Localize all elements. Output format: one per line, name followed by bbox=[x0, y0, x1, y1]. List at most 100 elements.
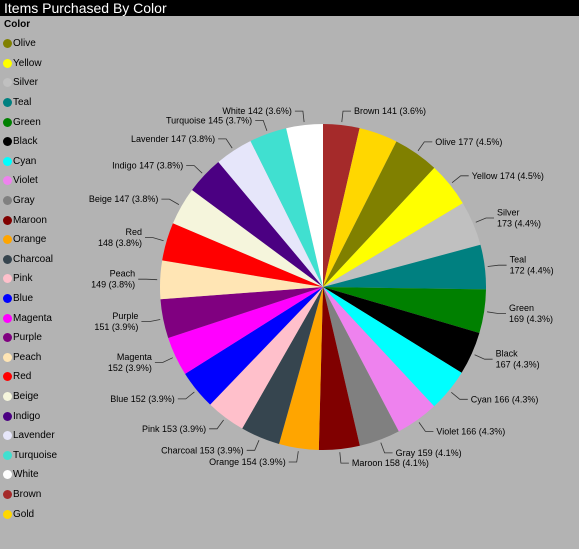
pie-slice-brown[interactable] bbox=[323, 124, 360, 287]
legend-item-red[interactable]: Red bbox=[3, 367, 57, 387]
legend-label: Orange bbox=[13, 234, 47, 246]
pie-slice-gold[interactable] bbox=[323, 128, 397, 287]
legend-swatch bbox=[3, 431, 12, 441]
leader-line bbox=[154, 357, 173, 363]
pie-slice-charcoal[interactable] bbox=[242, 287, 323, 444]
legend-label: Beige bbox=[13, 390, 39, 402]
leader-line bbox=[475, 217, 494, 223]
legend-swatch bbox=[3, 235, 12, 245]
pie-slice-yellow[interactable] bbox=[323, 167, 463, 287]
pie-slice-blue[interactable] bbox=[185, 287, 323, 405]
legend-item-peach[interactable]: Peach bbox=[3, 348, 57, 368]
legend-item-magenta[interactable]: Magenta bbox=[3, 308, 57, 328]
legend-label: Cyan bbox=[13, 155, 37, 167]
legend-swatch bbox=[3, 98, 12, 108]
legend-label: Teal bbox=[13, 97, 32, 109]
legend-item-gold[interactable]: Gold bbox=[3, 504, 57, 524]
slice-label-turquoise: Turquoise 145 (3.7%) bbox=[166, 115, 252, 125]
slice-label-magenta: Magenta 152 (3.9%) bbox=[108, 352, 152, 373]
pie-slice-maroon[interactable] bbox=[318, 287, 360, 451]
legend-item-purple[interactable]: Purple bbox=[3, 328, 57, 348]
legend-swatch bbox=[3, 215, 12, 225]
legend-item-black[interactable]: Black bbox=[3, 132, 57, 152]
legend-swatch bbox=[3, 411, 12, 421]
legend-item-brown[interactable]: Brown bbox=[3, 485, 57, 505]
legend-item-violet[interactable]: Violet bbox=[3, 171, 57, 191]
leader-line bbox=[288, 451, 299, 463]
leader-line bbox=[209, 419, 224, 430]
pie-slice-cyan[interactable] bbox=[323, 287, 462, 407]
legend-swatch bbox=[3, 156, 12, 166]
pie-slice-peach[interactable] bbox=[159, 260, 323, 300]
pie-slice-gray[interactable] bbox=[323, 287, 399, 446]
slice-label-gray: Gray 159 (4.1%) bbox=[396, 448, 462, 458]
legend-item-blue[interactable]: Blue bbox=[3, 289, 57, 309]
legend-item-maroon[interactable]: Maroon bbox=[3, 210, 57, 230]
legend-swatch bbox=[3, 39, 12, 49]
leader-line bbox=[380, 442, 393, 454]
slice-label-brown: Brown 141 (3.6%) bbox=[354, 106, 426, 116]
leader-line bbox=[451, 391, 468, 400]
legend-label: Purple bbox=[13, 332, 42, 344]
legend-item-silver[interactable]: Silver bbox=[3, 73, 57, 93]
legend-item-turquoise[interactable]: Turquoise bbox=[3, 445, 57, 465]
legend-item-indigo[interactable]: Indigo bbox=[3, 406, 57, 426]
legend-label: Turquoise bbox=[13, 449, 58, 461]
legend-item-teal[interactable]: Teal bbox=[3, 93, 57, 113]
legend-swatch bbox=[3, 254, 12, 264]
slice-label-charcoal: Charcoal 153 (3.9%) bbox=[161, 445, 244, 455]
chart-title: Items Purchased By Color bbox=[0, 0, 579, 16]
pie-slice-silver[interactable] bbox=[323, 203, 481, 287]
legend-swatch bbox=[3, 450, 12, 460]
pie-slice-lavender[interactable] bbox=[218, 141, 323, 287]
leader-line bbox=[186, 165, 203, 174]
pie-slice-pink[interactable] bbox=[210, 287, 323, 429]
leader-line bbox=[294, 110, 305, 123]
legend-swatch bbox=[3, 294, 12, 304]
pie-slice-green[interactable] bbox=[323, 287, 486, 333]
legend-label: Gray bbox=[13, 195, 35, 207]
legend-item-charcoal[interactable]: Charcoal bbox=[3, 250, 57, 270]
slice-label-black: Black 167 (4.3%) bbox=[496, 349, 540, 370]
pie-slice-violet[interactable] bbox=[323, 287, 435, 432]
legend-item-white[interactable]: White bbox=[3, 465, 57, 485]
legend-item-olive[interactable]: Olive bbox=[3, 34, 57, 54]
legend-item-green[interactable]: Green bbox=[3, 112, 57, 132]
legend-swatch bbox=[3, 78, 12, 88]
slice-label-red: Red 148 (3.8%) bbox=[98, 227, 142, 248]
legend-label: Green bbox=[13, 116, 41, 128]
legend-item-cyan[interactable]: Cyan bbox=[3, 152, 57, 172]
pie-slice-red[interactable] bbox=[162, 223, 323, 287]
legend-swatch bbox=[3, 509, 12, 519]
legend-item-orange[interactable]: Orange bbox=[3, 230, 57, 250]
legend-item-beige[interactable]: Beige bbox=[3, 387, 57, 407]
leader-line bbox=[487, 264, 507, 267]
pie-slice-black[interactable] bbox=[323, 287, 480, 373]
legend-swatch bbox=[3, 352, 12, 362]
leader-line bbox=[339, 452, 349, 464]
legend-item-yellow[interactable]: Yellow bbox=[3, 54, 57, 74]
slice-labels: Brown 141 (3.6%) Olive 177 (4.5%) Yellow 1… bbox=[89, 106, 554, 468]
pie-slice-orange[interactable] bbox=[279, 287, 323, 450]
legend-label: Maroon bbox=[13, 214, 47, 226]
leader-line bbox=[177, 391, 195, 400]
slice-label-violet: Violet 166 (4.3%) bbox=[436, 426, 505, 436]
pie-slice-turquoise[interactable] bbox=[250, 128, 324, 287]
pie-slice-purple[interactable] bbox=[160, 287, 323, 338]
pie-slice-magenta[interactable] bbox=[168, 287, 323, 374]
leader-line bbox=[417, 141, 433, 152]
pie-slice-indigo[interactable] bbox=[192, 162, 323, 287]
slice-label-white: White 142 (3.6%) bbox=[222, 106, 292, 116]
pie-slice-beige[interactable] bbox=[172, 189, 323, 287]
legend-item-lavender[interactable]: Lavender bbox=[3, 426, 57, 446]
slice-label-blue: Blue 152 (3.9%) bbox=[110, 394, 175, 404]
legend-label: Brown bbox=[13, 488, 42, 500]
pie-slice-teal[interactable] bbox=[323, 244, 486, 290]
legend-item-pink[interactable]: Pink bbox=[3, 269, 57, 289]
slice-label-cyan: Cyan 166 (4.3%) bbox=[471, 394, 539, 404]
pie-slice-olive[interactable] bbox=[323, 141, 435, 287]
legend-item-gray[interactable]: Gray bbox=[3, 191, 57, 211]
pie-slice-white[interactable] bbox=[286, 124, 323, 287]
slice-label-yellow: Yellow 174 (4.5%) bbox=[472, 171, 544, 181]
